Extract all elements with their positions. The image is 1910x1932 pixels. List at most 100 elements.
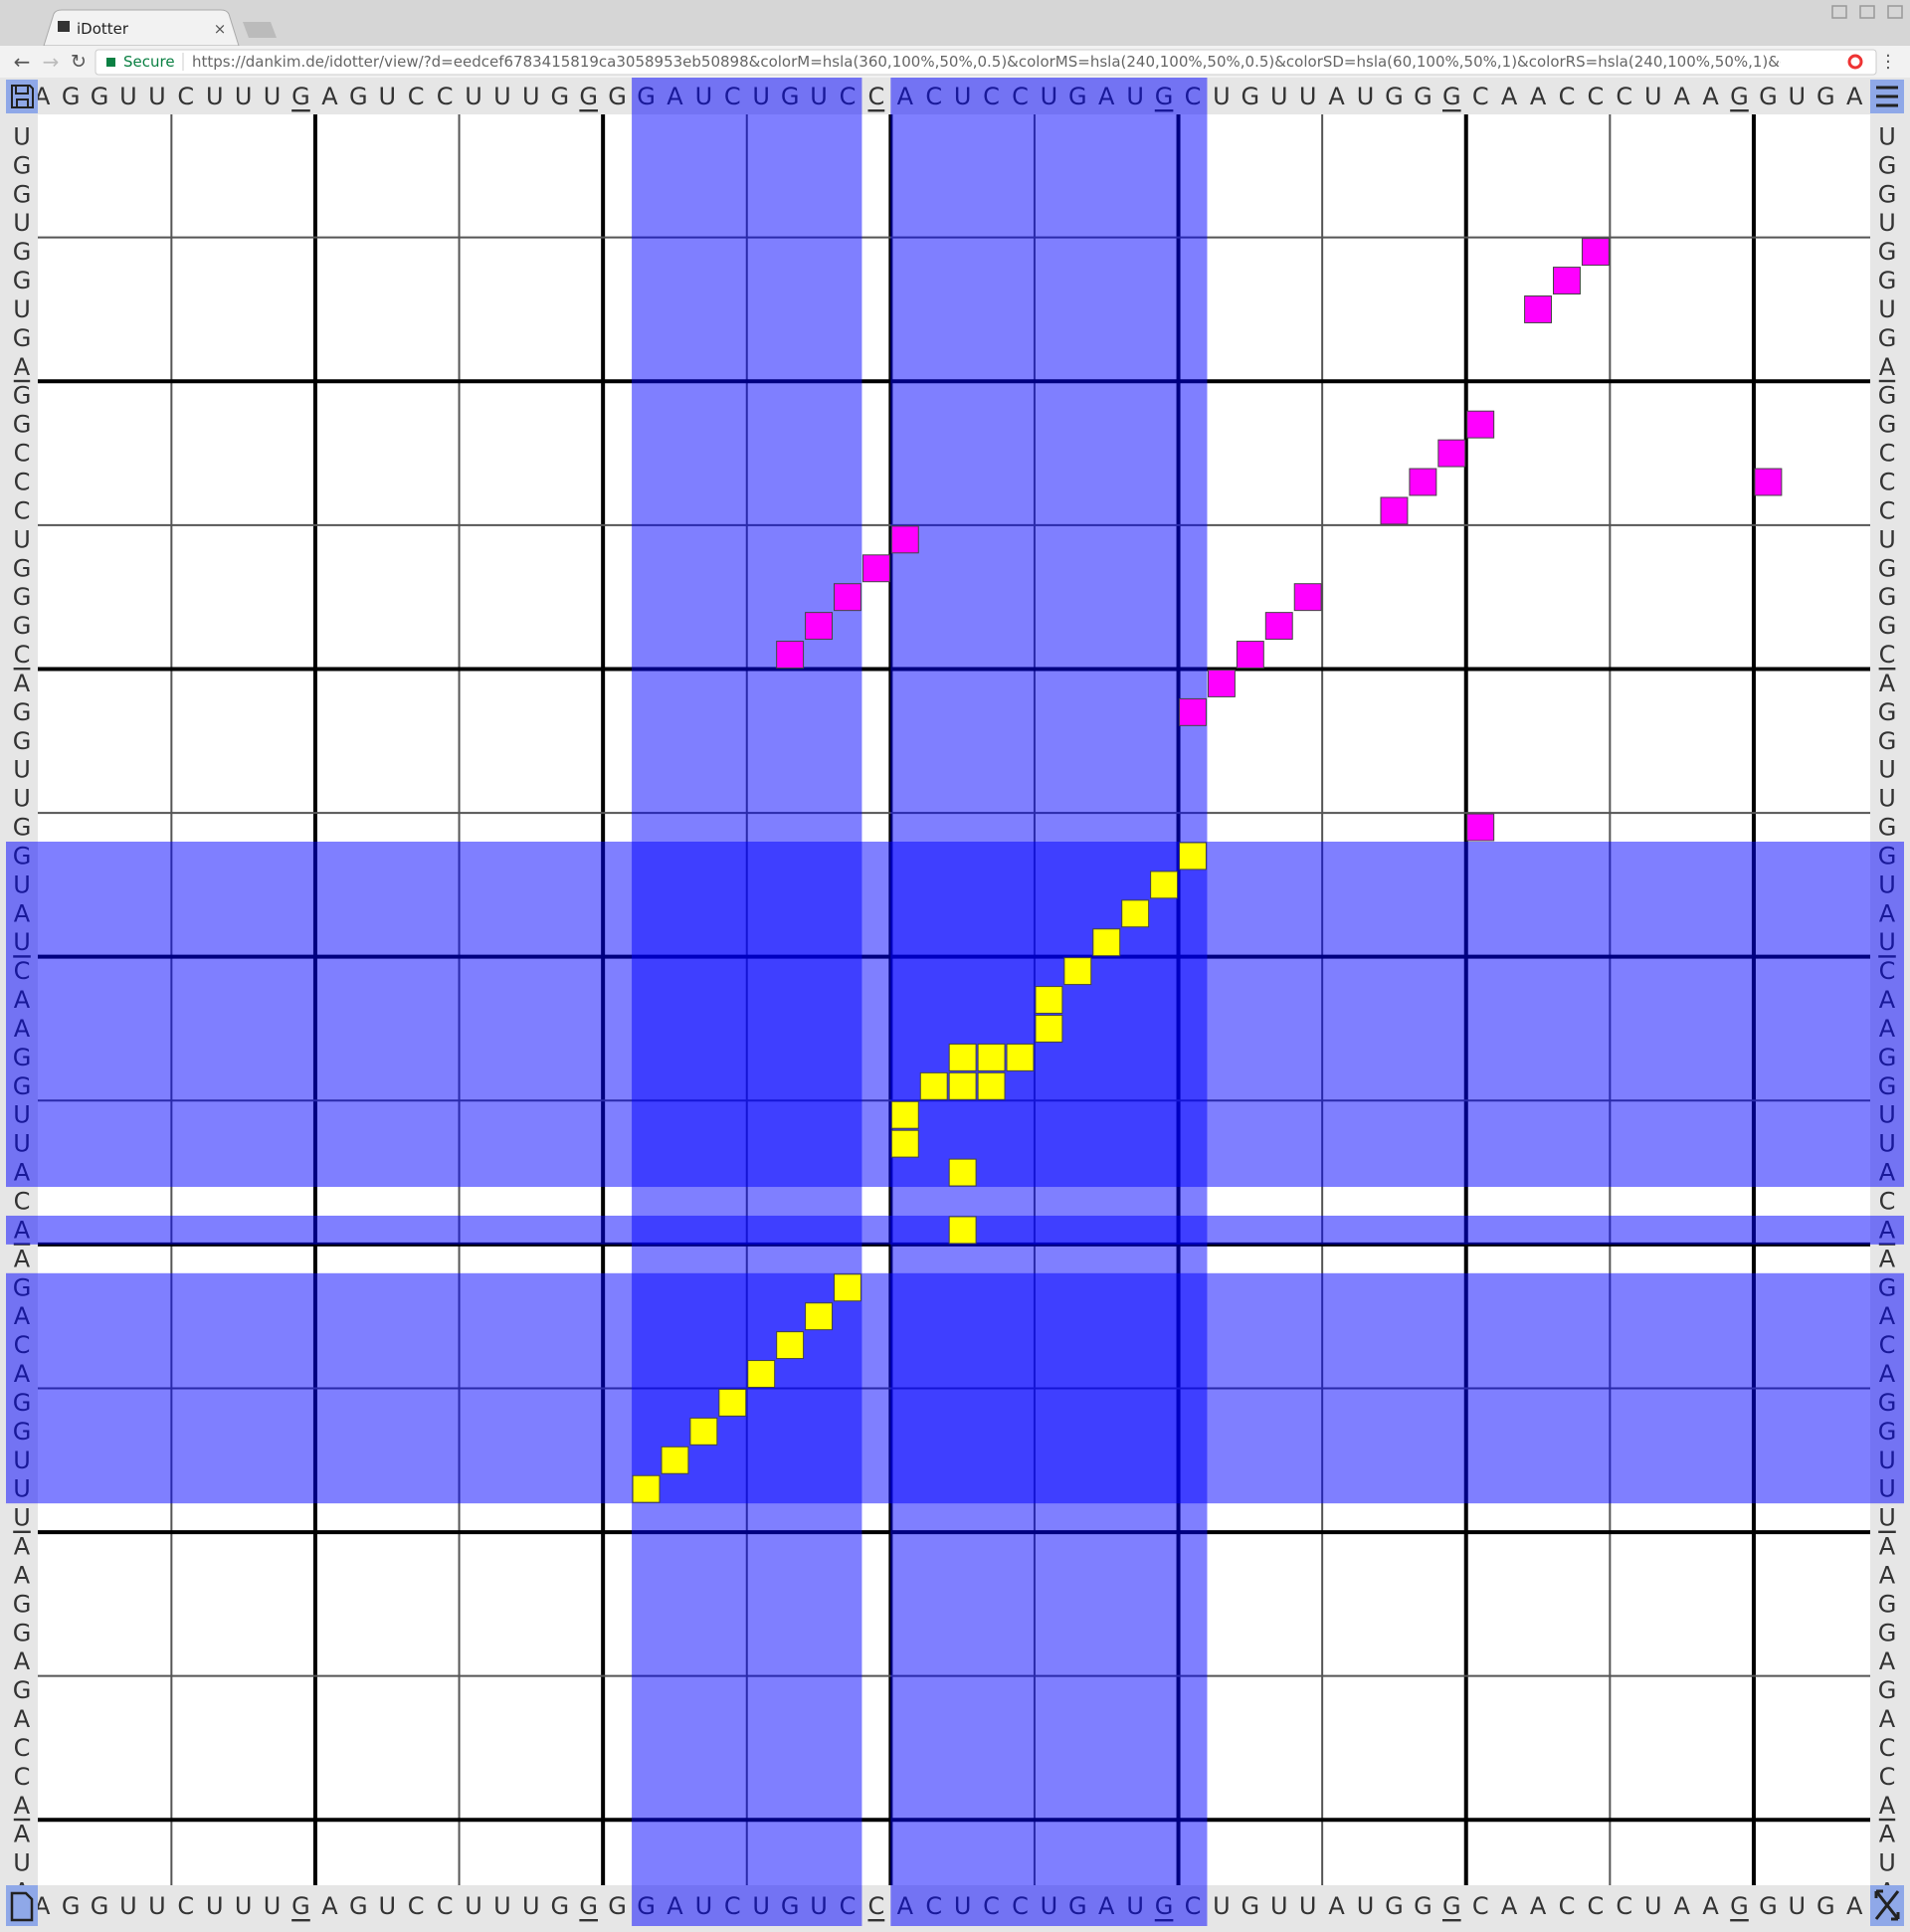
new-tab[interactable] xyxy=(243,22,277,38)
row-letter: A xyxy=(14,1878,31,1906)
column-letter: G xyxy=(579,83,598,110)
row-letter: G xyxy=(1878,1619,1897,1646)
row-letter: C xyxy=(1879,1188,1896,1216)
row-letter: G xyxy=(13,411,32,439)
direct-dot xyxy=(948,1071,977,1100)
column-letter: U xyxy=(206,83,224,110)
column-letter: U xyxy=(1270,83,1288,110)
column-letter: C xyxy=(1616,83,1632,110)
row-letter: G xyxy=(1878,1676,1897,1704)
row-letter: A xyxy=(1879,1821,1896,1848)
tab[interactable] xyxy=(43,9,240,47)
column-letter: C xyxy=(868,1892,885,1920)
column-letter: A xyxy=(34,1892,51,1920)
row-letter: A xyxy=(1879,1647,1896,1675)
row-letter: G xyxy=(1878,324,1897,352)
direct-dot xyxy=(919,1071,948,1100)
row-letter: C xyxy=(1879,469,1896,496)
reverse-dot xyxy=(861,554,890,583)
column-letter: C xyxy=(1559,1892,1576,1920)
column-letter: A xyxy=(1702,83,1719,110)
row-letter: A xyxy=(1879,353,1896,381)
extension-icon[interactable] xyxy=(1847,54,1863,70)
row-letter: G xyxy=(1878,698,1897,726)
row-letter: G xyxy=(13,1676,32,1704)
reverse-dot xyxy=(834,583,861,612)
row-letter: A xyxy=(14,1533,31,1561)
column-letter: U xyxy=(1644,83,1662,110)
lock-icon xyxy=(106,58,115,67)
column-letter: U xyxy=(264,83,282,110)
column-letter: U xyxy=(206,1892,224,1920)
direct-dot xyxy=(1035,986,1063,1015)
row-letter: C xyxy=(14,469,31,496)
column-letter: U xyxy=(465,83,482,110)
reverse-dot xyxy=(890,525,919,554)
direct-dot xyxy=(632,1474,661,1503)
row-letter: U xyxy=(13,756,31,784)
row-letter: U xyxy=(1878,295,1896,323)
direct-dot xyxy=(776,1331,805,1360)
column-letter: G xyxy=(91,1892,109,1920)
column-letter: G xyxy=(579,1892,598,1920)
column-letter: C xyxy=(868,83,885,110)
row-letter: U xyxy=(1878,122,1896,150)
row-letter: A xyxy=(14,353,31,381)
column-letter: G xyxy=(1414,1892,1432,1920)
row-letter: A xyxy=(14,1792,31,1820)
row-letter: U xyxy=(13,209,31,237)
menu-button[interactable]: ⋮ xyxy=(1879,52,1897,73)
column-letter: G xyxy=(1442,83,1461,110)
reverse-dot xyxy=(1380,496,1409,525)
column-letter: A xyxy=(34,83,51,110)
reverse-dot xyxy=(1409,468,1437,496)
row-letter: A xyxy=(14,1561,31,1589)
address-bar[interactable] xyxy=(95,49,1877,76)
back-button[interactable]: ← xyxy=(14,50,31,74)
row-letter: C xyxy=(1879,496,1896,524)
row-letter: G xyxy=(1878,267,1897,294)
direct-dot xyxy=(718,1388,747,1417)
column-letter: U xyxy=(1789,1892,1807,1920)
column-letter: A xyxy=(1530,1892,1547,1920)
column-letter: A xyxy=(321,83,338,110)
row-letter: U xyxy=(1878,756,1896,784)
column-letter: C xyxy=(1472,1892,1489,1920)
row-letter: G xyxy=(1878,238,1897,266)
direct-dot xyxy=(805,1302,834,1331)
row-letter: G xyxy=(1878,151,1897,179)
menu-icon xyxy=(1876,86,1898,107)
column-letter: U xyxy=(493,83,511,110)
reverse-dot xyxy=(1437,439,1466,468)
column-letter: U xyxy=(148,83,166,110)
forward-button[interactable]: → xyxy=(43,50,60,74)
load-icon xyxy=(10,1891,34,1922)
direct-dot xyxy=(1006,1043,1035,1071)
row-letter: G xyxy=(1878,554,1897,582)
column-letter: C xyxy=(1472,83,1489,110)
column-letter: C xyxy=(177,83,194,110)
row-letter: G xyxy=(13,612,32,640)
column-letter: U xyxy=(1644,1892,1662,1920)
row-letter: U xyxy=(13,1849,31,1877)
row-letter: G xyxy=(1878,411,1897,439)
column-letter: C xyxy=(177,1892,194,1920)
row-letter: C xyxy=(1879,1763,1896,1791)
reload-button[interactable]: ↻ xyxy=(71,51,87,73)
tab-close[interactable]: × xyxy=(214,20,227,38)
column-letter: U xyxy=(119,83,137,110)
row-letter: C xyxy=(14,1734,31,1762)
column-letter: U xyxy=(1299,83,1317,110)
reverse-dot xyxy=(1754,468,1783,496)
column-letter: U xyxy=(1270,1892,1288,1920)
row-letter: A xyxy=(14,1705,31,1733)
window-controls xyxy=(1831,5,1903,19)
row-letter: C xyxy=(14,440,31,468)
column-letter: A xyxy=(1846,1892,1863,1920)
column-letter: G xyxy=(349,83,368,110)
direct-dot xyxy=(948,1216,977,1245)
reverse-dot xyxy=(1293,583,1322,612)
tab-bar xyxy=(0,0,1910,46)
column-letter: G xyxy=(291,1892,310,1920)
reverse-dot xyxy=(1581,238,1610,267)
